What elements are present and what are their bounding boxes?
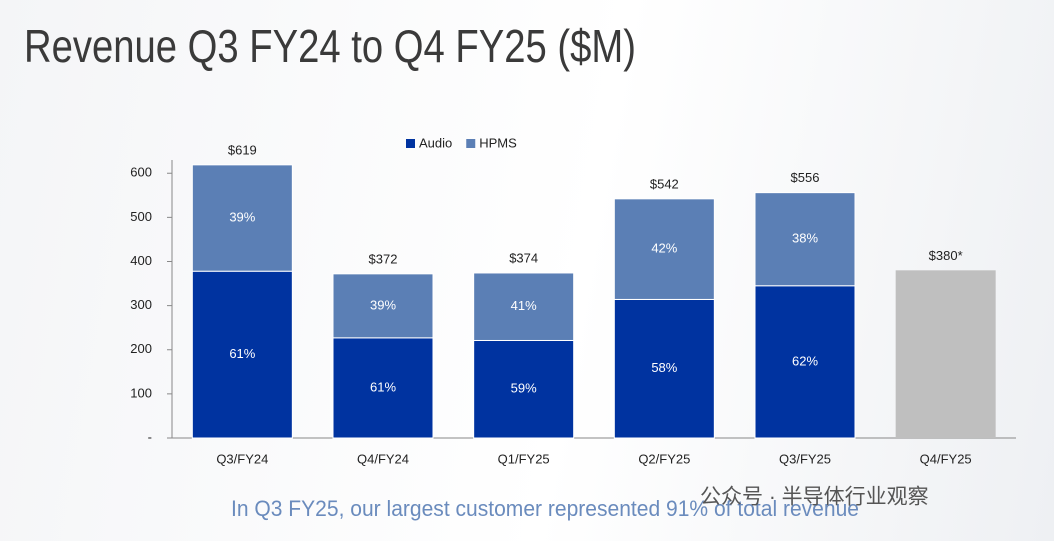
bar-segment xyxy=(191,164,293,272)
legend-label: Audio xyxy=(419,135,452,150)
x-tick-label: Q3/FY24 xyxy=(216,451,268,466)
segment-label: 41% xyxy=(511,298,537,313)
bar-segment xyxy=(473,272,575,341)
legend-swatch xyxy=(466,139,476,148)
x-tick-label: Q2/FY25 xyxy=(638,451,690,466)
x-tick-label: Q1/FY25 xyxy=(498,451,550,466)
segment-label: 42% xyxy=(651,241,677,256)
total-label: $380* xyxy=(929,248,963,263)
total-label: $374 xyxy=(509,250,538,265)
segment-label: 39% xyxy=(229,209,255,224)
bar-segment xyxy=(191,270,293,439)
bar-segment xyxy=(332,273,434,339)
y-tick-label: 400 xyxy=(130,253,152,268)
y-tick-label: 200 xyxy=(130,341,152,356)
y-tick-label: 300 xyxy=(130,297,152,312)
total-label: $542 xyxy=(650,176,679,191)
x-tick-label: Q4/FY25 xyxy=(920,451,972,466)
x-tick-label: Q3/FY25 xyxy=(779,451,831,466)
bar-segment xyxy=(613,198,715,300)
segment-label: 38% xyxy=(792,231,818,246)
chart-title: Revenue Q3 FY24 to Q4 FY25 ($M) xyxy=(24,20,636,72)
legend-label: HPMS xyxy=(479,135,517,150)
legend-swatch xyxy=(406,139,415,148)
bar-segment xyxy=(473,339,575,439)
bar xyxy=(895,270,996,438)
watermark: 公众号 · 半导体行业观察 xyxy=(700,486,929,509)
total-label: $619 xyxy=(228,142,257,157)
y-tick-label: - xyxy=(148,429,152,444)
x-tick-label: Q4/FY24 xyxy=(357,451,409,466)
y-tick-label: 100 xyxy=(130,385,152,400)
y-tick-label: 500 xyxy=(130,209,152,224)
segment-label: 58% xyxy=(651,360,677,375)
total-label: $556 xyxy=(791,170,820,185)
bar-segment xyxy=(613,298,715,439)
segment-label: 61% xyxy=(370,379,396,394)
y-tick-label: 600 xyxy=(130,165,152,180)
footnote: In Q3 FY25, our largest customer represe… xyxy=(231,496,859,521)
segment-label: 59% xyxy=(511,381,537,396)
segment-label: 61% xyxy=(229,346,255,361)
segment-label: 39% xyxy=(370,297,396,312)
total-label: $372 xyxy=(369,251,398,266)
segment-label: 62% xyxy=(792,353,818,368)
bar-segment xyxy=(754,192,856,287)
